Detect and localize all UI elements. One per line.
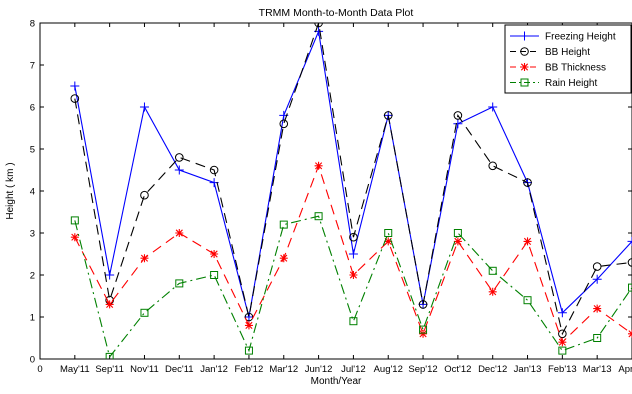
y-tick-label: 1 [30, 313, 35, 324]
data-point-bb-thickness [558, 338, 566, 346]
x-tick-label: Oct'12 [444, 364, 471, 375]
x-tick-label: Feb'13 [548, 364, 577, 375]
legend-label-rain-height: Rain Height [545, 78, 597, 89]
y-tick-label: 0 [30, 355, 35, 366]
data-point-bb-thickness [349, 271, 357, 279]
x-tick-label: Apr'13 [618, 364, 632, 375]
y-tick-label: 6 [30, 103, 35, 114]
data-point-bb-thickness [454, 237, 462, 245]
data-point-bb-thickness [419, 330, 427, 338]
legend: Freezing Height BB Height BB Thickness Rain… [505, 25, 631, 93]
x-tick-label: Jan'13 [514, 364, 542, 375]
data-point-bb-thickness [210, 250, 218, 258]
y-tick-label: 2 [30, 271, 35, 282]
y-tick-label: 7 [30, 61, 35, 72]
x-tick-label: Aug'12 [374, 364, 403, 375]
data-point-bb-thickness [175, 229, 183, 237]
x-tick-label: Mar'12 [269, 364, 298, 375]
x-tick-label: Sep'11 [95, 364, 124, 375]
data-point-bb-thickness [245, 321, 253, 329]
x-tick-label: Jan'12 [200, 364, 228, 375]
x-tick-label: Jun'12 [305, 364, 333, 375]
data-point-bb-thickness [106, 300, 114, 308]
x-tick-label: Feb'12 [235, 364, 264, 375]
x-tick-label: Jul'12 [341, 364, 366, 375]
legend-label-freezing-height: Freezing Height [545, 32, 616, 43]
x-tick-label: Nov'11 [130, 364, 159, 375]
data-point-bb-thickness [593, 305, 601, 313]
data-point-bb-thickness [140, 254, 148, 262]
legend-label-bb-thickness: BB Thickness [545, 63, 606, 74]
data-point-bb-thickness [315, 162, 323, 170]
y-tick-label: 4 [30, 187, 35, 198]
chart-title: TRMM Month-to-Month Data Plot [259, 7, 414, 19]
y-axis-title: Height ( km ) [5, 162, 16, 219]
y-tick-label: 3 [30, 229, 35, 240]
x-tick-label: Dec'12 [478, 364, 507, 375]
data-point-bb-thickness [71, 233, 79, 241]
x-axis-title: Month/Year [311, 376, 362, 387]
y-tick-label: 5 [30, 145, 35, 156]
x-tick-label: May'11 [60, 364, 90, 375]
x-tick-label: Sep'12 [408, 364, 437, 375]
x-tick-label: Dec'11 [165, 364, 194, 375]
legend-marker-bb-thickness [521, 63, 529, 71]
data-point-bb-thickness [489, 288, 497, 296]
legend-label-bb-height: BB Height [545, 47, 590, 58]
data-point-bb-thickness [524, 237, 532, 245]
x-tick-label: 0 [37, 364, 42, 375]
y-tick-label: 8 [30, 19, 35, 30]
x-tick-label: Mar'13 [583, 364, 612, 375]
data-point-bb-thickness [280, 254, 288, 262]
